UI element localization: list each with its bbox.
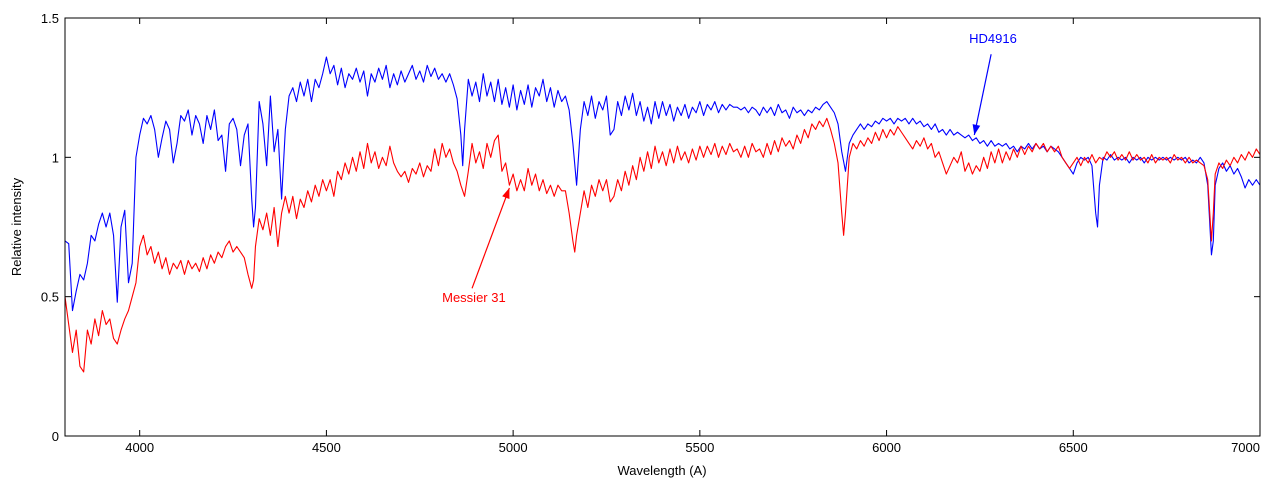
- x-tick-label: 4500: [312, 440, 341, 455]
- plot-area-frame: [64, 17, 1261, 437]
- annotation-label-hd4916: HD4916: [969, 31, 1017, 46]
- annotation-arrow-hd4916: [973, 54, 992, 136]
- x-tick-label: 6500: [1059, 440, 1088, 455]
- y-tick-label: 0: [52, 429, 59, 444]
- annotation-arrowhead-m31: [502, 187, 510, 199]
- series-layer: [65, 56, 1260, 373]
- tick-layer: 4000 4500 5000 5500 6000 6500 7000 0 0.5 1 1.5: [41, 11, 1261, 455]
- annotation-layer: HD4916 Messier 31: [442, 31, 1017, 305]
- y-tick-label: 1: [52, 150, 59, 165]
- annotation-arrow-m31: [471, 187, 510, 289]
- y-tick-label: 0.5: [41, 290, 59, 305]
- x-axis-label: Wavelength (A): [617, 463, 706, 478]
- series-line-m31: [65, 117, 1260, 373]
- x-tick-label: 5500: [685, 440, 714, 455]
- annotation-arrowhead-hd4916: [972, 124, 981, 136]
- x-tick-label: 7000: [1231, 440, 1260, 455]
- annotation-label-m31: Messier 31: [442, 290, 506, 305]
- x-tick-label: 6000: [872, 440, 901, 455]
- y-tick-label: 1.5: [41, 11, 59, 26]
- x-tick-label: 4000: [125, 440, 154, 455]
- y-axis-label: Relative intensity: [9, 177, 24, 276]
- x-tick-label: 5000: [499, 440, 528, 455]
